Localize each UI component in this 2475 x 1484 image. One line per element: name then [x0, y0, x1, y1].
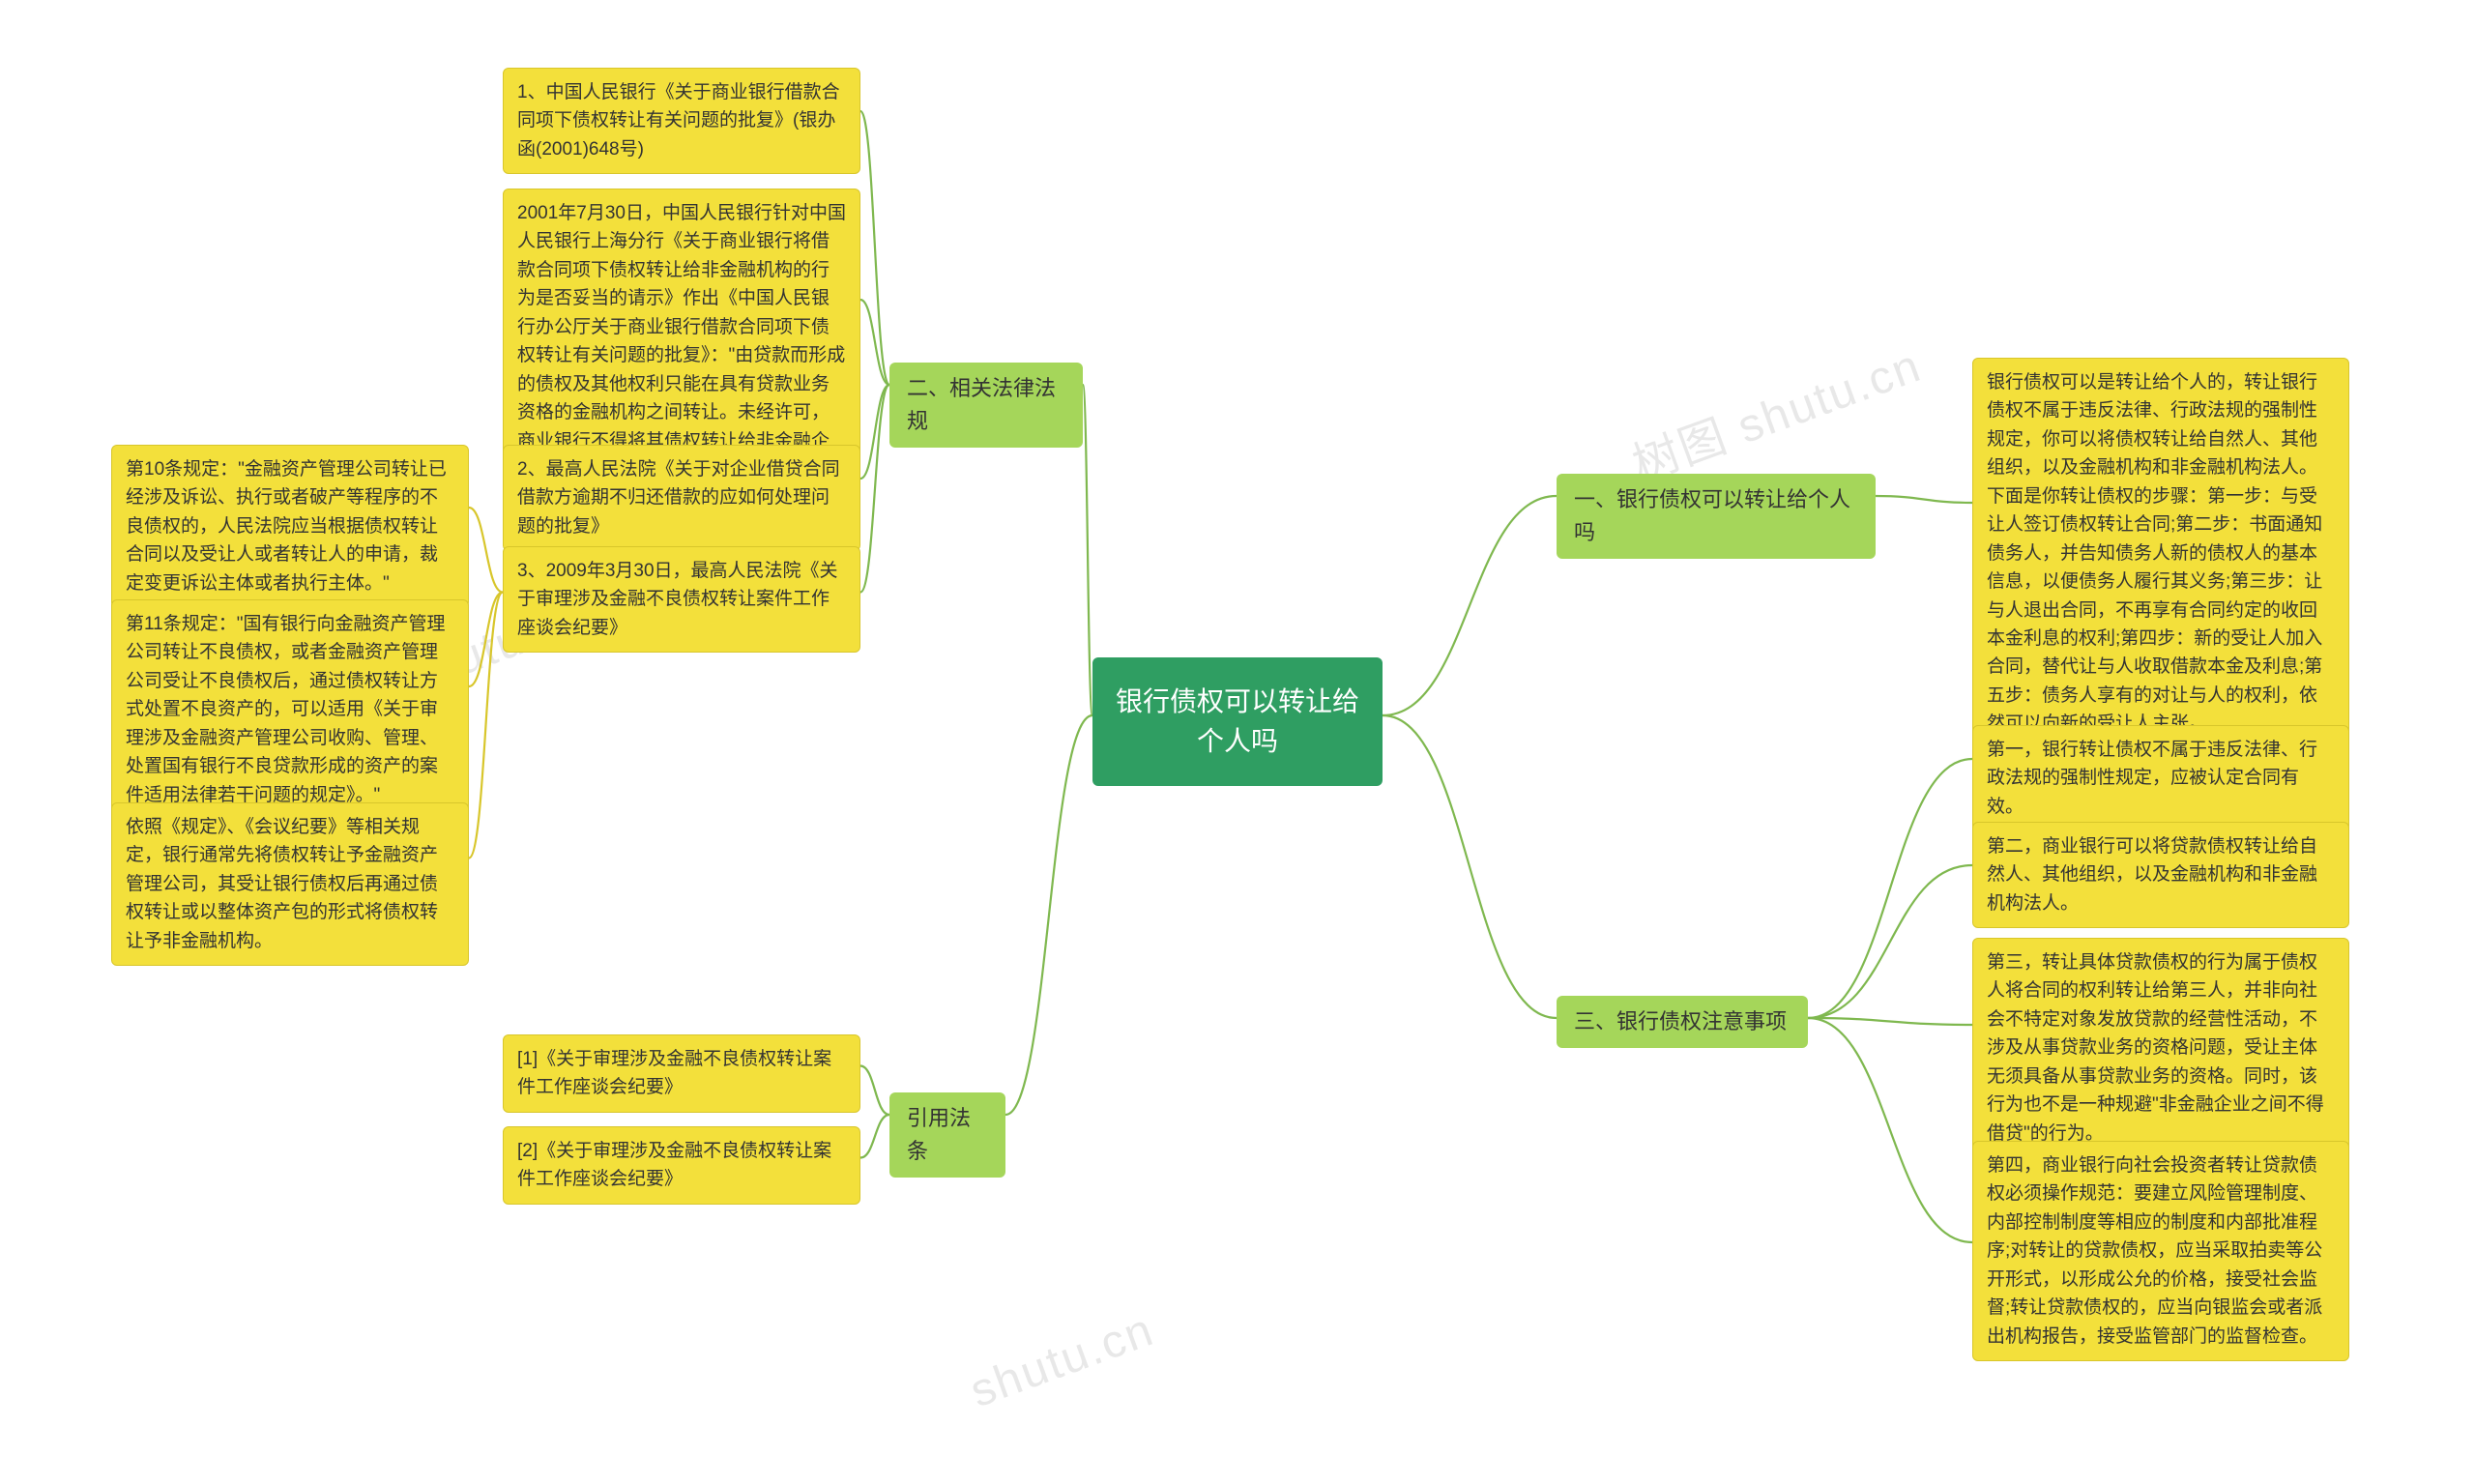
- leaf-l2-3: 2、最高人民法院《关于对企业借贷合同借款方逾期不归还借款的应如何处理问题的批复》: [503, 445, 860, 551]
- leaf-l4-2: [2]《关于审理涉及金融不良债权转让案件工作座谈会纪要》: [503, 1126, 860, 1205]
- branch-3: 三、银行债权注意事项: [1557, 996, 1808, 1048]
- leaf-l2-4c: 依照《规定》、《会议纪要》等相关规定，银行通常先将债权转让予金融资产管理公司，其…: [111, 802, 469, 966]
- leaf-r3-3: 第三，转让具体贷款债权的行为属于债权人将合同的权利转让给第三人，并非向社会不特定…: [1972, 938, 2349, 1158]
- leaf-r1-1: 银行债权可以是转让给个人的，转让银行债权不属于违反法律、行政法规的强制性规定，你…: [1972, 358, 2349, 749]
- mindmap-root: 银行债权可以转让给个人吗: [1092, 657, 1383, 786]
- leaf-l2-4a: 第10条规定："金融资产管理公司转让已经涉及诉讼、执行或者破产等程序的不良债权的…: [111, 445, 469, 608]
- leaf-l2-1: 1、中国人民银行《关于商业银行借款合同项下债权转让有关问题的批复》(银办函(20…: [503, 68, 860, 174]
- leaf-r3-1: 第一，银行转让债权不属于违反法律、行政法规的强制性规定，应被认定合同有效。: [1972, 725, 2349, 831]
- leaf-l2-4b: 第11条规定："国有银行向金融资产管理公司转让不良债权，或者金融资产管理公司受让…: [111, 599, 469, 820]
- leaf-l4-1: [1]《关于审理涉及金融不良债权转让案件工作座谈会纪要》: [503, 1034, 860, 1113]
- watermark: 树图 shutu.cn: [1621, 328, 1929, 495]
- branch-2: 二、相关法律法规: [889, 363, 1083, 448]
- watermark: shutu.cn: [964, 1303, 1161, 1418]
- branch-4: 引用法条: [889, 1092, 1005, 1178]
- leaf-l2-4: 3、2009年3月30日，最高人民法院《关于审理涉及金融不良债权转让案件工作座谈…: [503, 546, 860, 653]
- leaf-r3-4: 第四，商业银行向社会投资者转让贷款债权必须操作规范：要建立风险管理制度、内部控制…: [1972, 1141, 2349, 1361]
- branch-1: 一、银行债权可以转让给个人吗: [1557, 474, 1876, 559]
- leaf-r3-2: 第二，商业银行可以将贷款债权转让给自然人、其他组织，以及金融机构和非金融机构法人…: [1972, 822, 2349, 928]
